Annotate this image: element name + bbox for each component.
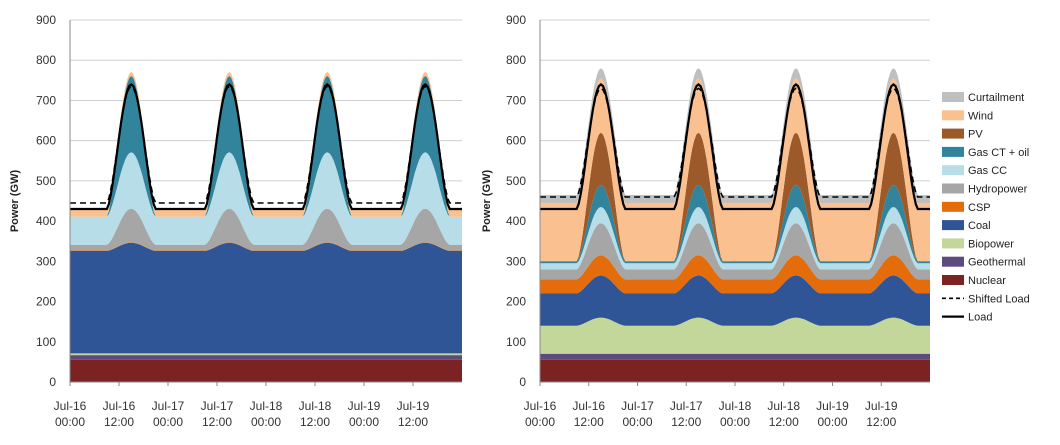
legend-swatch [942,183,964,194]
legend-label: Shifted Load [968,293,1030,305]
chart-legend: Curtailment Wind PV Gas CT + oil Gas CC Hydro… [942,92,1030,324]
area-gas-cc [540,207,930,270]
y-tick-label: 500 [506,174,526,188]
area-gas-cc [70,152,462,245]
x-tick-label: Jul-18 12:00 [299,399,332,429]
legend-label: CSP [968,202,991,214]
x-tick-label: Jul-19 12:00 [397,399,430,429]
legend-swatch [942,128,964,139]
legend-label: Nuclear [968,275,1006,287]
legend-swatch [942,220,964,231]
area-pv [540,132,930,262]
legend-swatch [942,201,964,212]
y-tick-label: 900 [36,13,56,27]
x-tick-label: Jul-17 12:00 [670,399,703,429]
legend-item-load: Load [942,312,992,324]
y-tick-label: 200 [36,295,56,309]
y-tick-label: 700 [36,93,56,107]
line-load [540,82,930,211]
legend-label: Hydropower [968,184,1028,196]
y-tick-label: 600 [506,134,526,148]
legend-item-shifted-load: Shifted Load [942,293,1030,305]
line-shifted-load [70,85,462,204]
area-gas-ct-oil [540,184,930,264]
y-tick-label: 900 [506,13,526,27]
y-tick-label: 0 [519,375,526,389]
left-dispatch-chart: 0 100 200 300 400 500 600 700 800 900 Jul-16 00:00 J… [9,13,462,429]
x-tick-label: Jul-18 00:00 [719,399,752,429]
legend-swatch [942,146,964,157]
legend-item-curtailment: Curtailment [942,92,1024,104]
x-tick-label: Jul-16 00:00 [524,399,557,429]
y-tick-label: 100 [36,335,56,349]
legend-item-gas-ct-oil: Gas CT + oil [942,146,1029,159]
legend-item-hydropower: Hydropower [942,183,1028,196]
legend-label: Load [968,312,992,324]
x-tick-label: Jul-18 00:00 [250,399,283,429]
area-csp [540,255,930,294]
legend-item-biopower: Biopower [942,238,1014,250]
y-tick-label: 300 [506,254,526,268]
area-biopower [70,353,462,356]
x-tick-label: Jul-16 00:00 [54,399,87,429]
legend-item-nuclear: Nuclear [942,275,1006,287]
area-geothermal [70,355,462,360]
y-tick-label: 200 [506,295,526,309]
legend-swatch [942,256,964,267]
area-hydropower [70,208,462,251]
legend-label: Wind [968,110,993,122]
area-geothermal [540,353,930,360]
legend-swatch [942,165,964,176]
area-nuclear [540,359,930,382]
y-tick-label: 0 [49,375,56,389]
legend-swatch [942,275,964,285]
legend-label: Gas CT + oil [968,147,1029,159]
x-tick-label: Jul-16 12:00 [103,399,136,429]
legend-label: Geothermal [968,257,1025,269]
x-tick-label: Jul-16 12:00 [572,399,605,429]
legend-item-pv: PV [942,128,983,141]
x-tick-label: Jul-19 00:00 [816,399,849,429]
y-tick-label: 100 [506,335,526,349]
y-tick-label: 300 [36,254,56,268]
y-tick-label: 400 [506,214,526,228]
x-tick-label: Jul-18 12:00 [767,399,800,429]
x-tick-label: Jul-17 00:00 [621,399,654,429]
legend-item-csp: CSP [942,201,991,214]
line-shifted-load [540,87,930,198]
legend-item-wind: Wind [942,110,993,122]
y-tick-label: 600 [36,134,56,148]
legend-swatch [942,238,964,249]
area-wind [540,78,930,262]
y-tick-label: 800 [36,53,56,67]
y-tick-label: 700 [506,93,526,107]
area-nuclear [70,359,462,382]
legend-label: Gas CC [968,165,1007,177]
right-dispatch-chart: 0 100 200 300 400 500 600 700 800 900 Jul-16 00:00 J… [481,13,930,429]
legend-label: Curtailment [968,92,1024,104]
legend-label: PV [968,129,983,141]
legend-item-gas-cc: Gas CC [942,165,1007,177]
area-coal [540,275,930,326]
legend-swatch [942,92,964,102]
area-hydropower [540,223,930,280]
legend-label: Coal [968,220,991,232]
legend-label: Biopower [968,238,1014,250]
x-tick-label: Jul-19 00:00 [348,399,381,429]
area-biopower [540,317,930,354]
legend-swatch [942,110,964,121]
x-tick-label: Jul-17 12:00 [201,399,234,429]
legend-item-geothermal: Geothermal [942,256,1025,269]
y-tick-label: 500 [36,174,56,188]
area-coal [70,242,462,354]
y-axis-label: Power (GW) [481,170,493,233]
x-tick-label: Jul-17 00:00 [152,399,185,429]
x-tick-label: Jul-19 12:00 [865,399,898,429]
legend-item-coal: Coal [942,220,991,232]
y-tick-label: 400 [36,214,56,228]
y-tick-label: 800 [506,53,526,67]
y-axis-label: Power (GW) [9,170,21,233]
